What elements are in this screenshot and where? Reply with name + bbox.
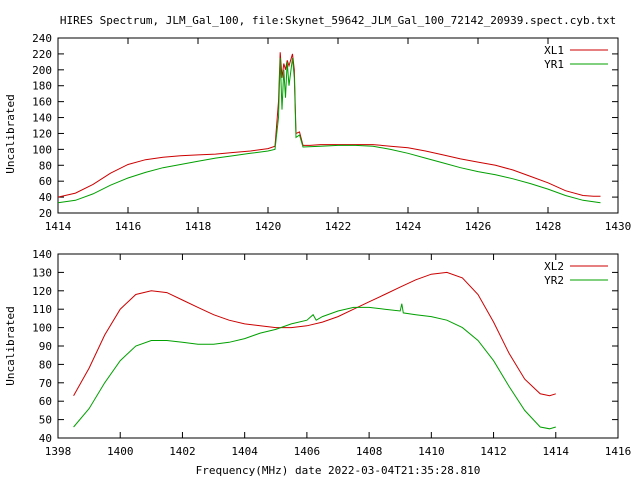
x-tick-label: 1420 bbox=[255, 220, 282, 233]
legend-label-yr1: YR1 bbox=[544, 58, 564, 71]
legend-label-yr2: YR2 bbox=[544, 274, 564, 287]
x-tick-label: 1426 bbox=[465, 220, 492, 233]
y-tick-label: 60 bbox=[39, 395, 52, 408]
y-tick-label: 220 bbox=[32, 48, 52, 61]
y-tick-label: 80 bbox=[39, 159, 52, 172]
y-axis-label: Uncalibrated bbox=[4, 94, 17, 173]
y-tick-label: 140 bbox=[32, 112, 52, 125]
x-tick-label: 1422 bbox=[325, 220, 352, 233]
legend-label-xl1: XL1 bbox=[544, 44, 564, 57]
y-tick-label: 100 bbox=[32, 322, 52, 335]
x-tick-label: 1416 bbox=[605, 445, 632, 458]
y-tick-label: 110 bbox=[32, 303, 52, 316]
x-tick-label: 1414 bbox=[45, 220, 72, 233]
y-tick-label: 50 bbox=[39, 414, 52, 427]
x-tick-label: 1428 bbox=[535, 220, 562, 233]
x-tick-label: 1404 bbox=[231, 445, 258, 458]
x-tick-label: 1410 bbox=[418, 445, 445, 458]
x-tick-label: 1400 bbox=[107, 445, 134, 458]
y-tick-label: 160 bbox=[32, 96, 52, 109]
series-line-xl2 bbox=[73, 271, 556, 397]
series-line-xl1 bbox=[57, 52, 601, 198]
y-tick-label: 120 bbox=[32, 127, 52, 140]
y-tick-label: 40 bbox=[39, 432, 52, 445]
y-tick-label: 200 bbox=[32, 64, 52, 77]
y-tick-label: 140 bbox=[32, 248, 52, 261]
y-tick-label: 130 bbox=[32, 266, 52, 279]
y-tick-label: 40 bbox=[39, 191, 52, 204]
y-tick-label: 180 bbox=[32, 80, 52, 93]
series-line-yr1 bbox=[57, 57, 601, 204]
y-tick-label: 60 bbox=[39, 175, 52, 188]
x-tick-label: 1416 bbox=[115, 220, 142, 233]
plot-frame bbox=[57, 253, 619, 439]
x-tick-label: 1424 bbox=[395, 220, 422, 233]
x-tick-label: 1406 bbox=[294, 445, 321, 458]
y-tick-label: 100 bbox=[32, 143, 52, 156]
y-tick-label: 80 bbox=[39, 358, 52, 371]
x-tick-label: 1408 bbox=[356, 445, 383, 458]
x-tick-label: 1430 bbox=[605, 220, 632, 233]
y-axis-label: Uncalibrated bbox=[4, 306, 17, 385]
series-line-yr2 bbox=[73, 303, 556, 430]
y-tick-label: 120 bbox=[32, 285, 52, 298]
chart-title: HIRES Spectrum, JLM_Gal_100, file:Skynet… bbox=[60, 14, 616, 27]
y-tick-label: 90 bbox=[39, 340, 52, 353]
y-tick-label: 20 bbox=[39, 207, 52, 220]
bottom-chart-panel: 40 50 60 70 80 90 100 110 120 130 140 1398 1400 1402 1… bbox=[4, 248, 631, 458]
x-tick-label: 1412 bbox=[480, 445, 507, 458]
x-tick-label: 1402 bbox=[169, 445, 196, 458]
plot-frame bbox=[57, 37, 619, 214]
x-tick-label: 1398 bbox=[45, 445, 72, 458]
top-chart-panel: 20 40 60 80 100 120 140 160 180 200 220 240 1414 1416… bbox=[4, 32, 631, 233]
bottom-x-axis-label: Frequency(MHz) date 2022-03-04T21:35:28.… bbox=[196, 464, 481, 477]
x-tick-label: 1418 bbox=[185, 220, 212, 233]
legend-label-xl2: XL2 bbox=[544, 260, 564, 273]
y-tick-label: 240 bbox=[32, 32, 52, 45]
y-tick-label: 70 bbox=[39, 377, 52, 390]
x-tick-label: 1414 bbox=[543, 445, 570, 458]
